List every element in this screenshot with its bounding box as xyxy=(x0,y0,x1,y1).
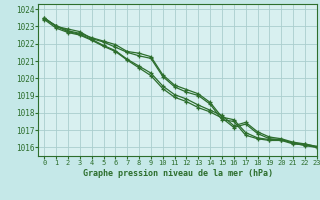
X-axis label: Graphe pression niveau de la mer (hPa): Graphe pression niveau de la mer (hPa) xyxy=(83,169,273,178)
